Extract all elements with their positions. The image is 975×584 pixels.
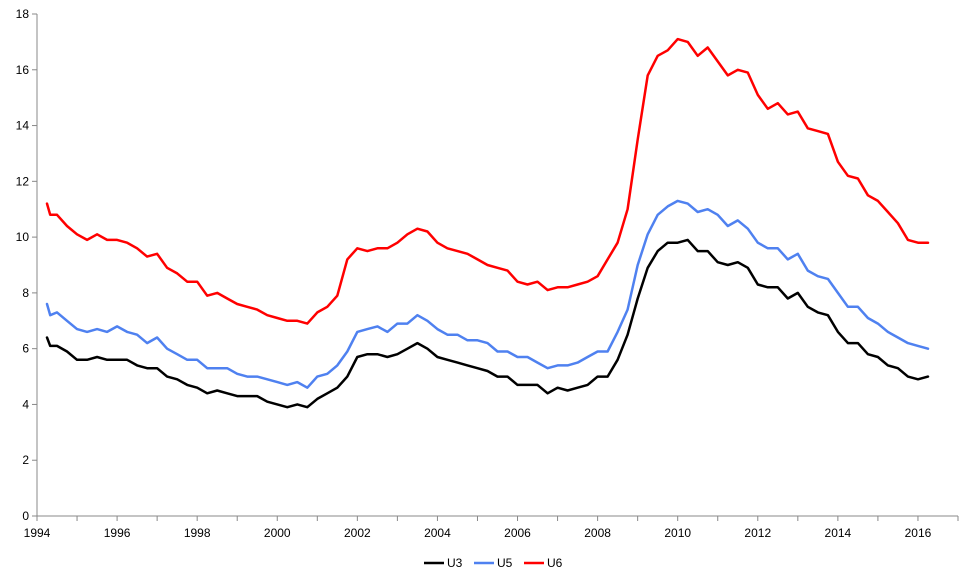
axes: 0 2 4 6 8 10 12 14 16 18 1994 1996 1998 2000 2002 2004 2… bbox=[16, 7, 959, 540]
x-tick-label: 2010 bbox=[664, 526, 691, 540]
y-tick-label: 4 bbox=[22, 397, 29, 411]
y-tick-label: 12 bbox=[16, 174, 30, 188]
legend-label-u6: U6 bbox=[547, 556, 563, 570]
y-tick-label: 16 bbox=[16, 63, 30, 77]
x-tick-label: 2000 bbox=[264, 526, 291, 540]
y-tick-label: 14 bbox=[16, 119, 30, 133]
x-tick-label: 1996 bbox=[104, 526, 131, 540]
y-tick-label: 6 bbox=[22, 342, 29, 356]
x-tick-label: 2006 bbox=[504, 526, 531, 540]
y-tick-label: 0 bbox=[22, 509, 29, 523]
x-tick-label: 2004 bbox=[424, 526, 451, 540]
y-tick-label: 10 bbox=[16, 230, 30, 244]
series-lines bbox=[45, 37, 930, 409]
series-line-u5 bbox=[45, 199, 930, 389]
legend: U3 U5 U6 bbox=[424, 556, 563, 570]
series-line-u6 bbox=[45, 37, 930, 325]
series-line-u3 bbox=[45, 238, 930, 409]
y-tick-label: 8 bbox=[22, 286, 29, 300]
x-tick-label: 2014 bbox=[825, 526, 852, 540]
x-tick-label: 1994 bbox=[24, 526, 51, 540]
y-tick-label: 2 bbox=[22, 453, 29, 467]
legend-label-u5: U5 bbox=[497, 556, 513, 570]
legend-label-u3: U3 bbox=[447, 556, 463, 570]
x-tick-label: 1998 bbox=[184, 526, 211, 540]
y-tick-label: 18 bbox=[16, 7, 30, 21]
x-tick-label: 2008 bbox=[584, 526, 611, 540]
x-tick-label: 2016 bbox=[905, 526, 932, 540]
x-tick-label: 2002 bbox=[344, 526, 371, 540]
x-tick-label: 2012 bbox=[744, 526, 771, 540]
